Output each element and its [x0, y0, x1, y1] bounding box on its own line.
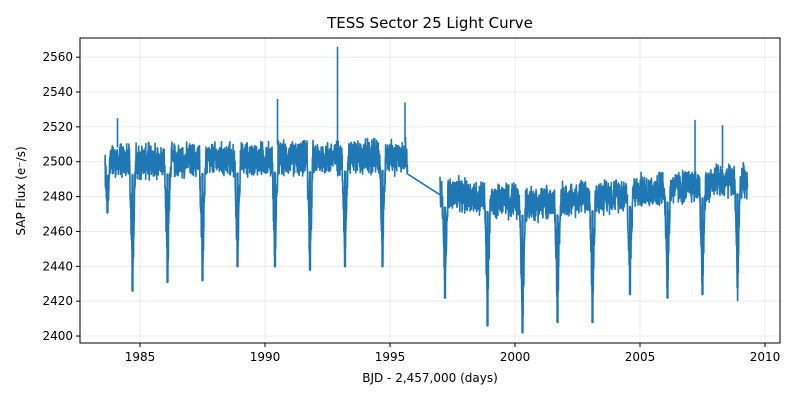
- chart-title: TESS Sector 25 Light Curve: [326, 14, 533, 32]
- y-tick-label: 2500: [42, 155, 73, 169]
- y-tick-label: 2440: [42, 259, 73, 273]
- y-tick-label: 2420: [42, 294, 73, 308]
- y-tick-label: 2560: [42, 50, 73, 64]
- y-axis-title: SAP Flux (e⁻/s): [14, 146, 28, 235]
- y-tick-label: 2400: [42, 329, 73, 343]
- gap-connector-line: [407, 173, 441, 196]
- x-tick-label: 1985: [125, 350, 156, 364]
- y-tick-label: 2460: [42, 224, 73, 238]
- x-tick-label: 1990: [250, 350, 281, 364]
- plot-frame: [79, 37, 781, 344]
- flux-series-segment-1: [104, 136, 409, 286]
- x-tick-label: 1995: [375, 350, 406, 364]
- flux-series-segment-2: [439, 161, 749, 328]
- x-tick-label: 2010: [750, 350, 781, 364]
- y-tick-label: 2480: [42, 190, 73, 204]
- axes-layer: 1985 1990 1995 2000 2005 2010 2400 2420 2440 2460…: [42, 37, 781, 364]
- data-layer: [104, 46, 749, 334]
- x-axis-title: BJD - 2,457,000 (days): [362, 371, 498, 385]
- x-tick-label: 2005: [625, 350, 656, 364]
- x-tick-label: 2000: [500, 350, 531, 364]
- y-tick-label: 2520: [42, 120, 73, 134]
- y-tick-label: 2540: [42, 85, 73, 99]
